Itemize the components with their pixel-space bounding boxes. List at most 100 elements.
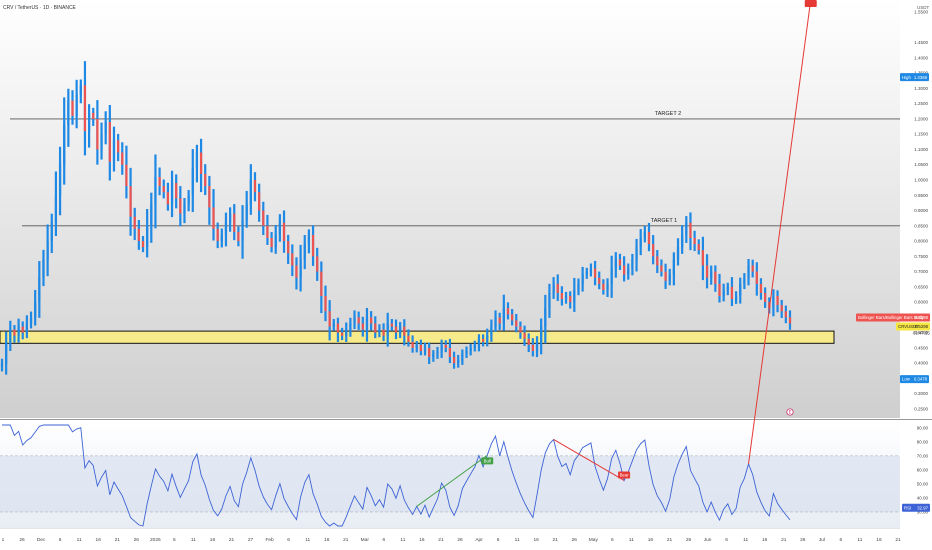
indicator-tag-bg xyxy=(856,313,930,322)
price-tick-label: 1.1500 xyxy=(914,132,928,137)
current-price-tag-value: 0.5298 xyxy=(915,324,929,329)
price-tick-label: 0.6500 xyxy=(914,284,928,289)
divergence-label: Bull xyxy=(484,458,491,463)
rsi-band xyxy=(0,455,900,512)
time-tick-label: 21 xyxy=(438,537,444,543)
target-levels-layer: TARGET 2 TARGET 1 xyxy=(10,111,900,227)
indicator-tag-label: Bollinger Bars/Bollinger Bars Body xyxy=(858,315,925,320)
time-tick-label: 6 xyxy=(59,537,62,543)
divergence-bull: Bull xyxy=(416,454,494,507)
time-tick-label: 6 xyxy=(725,537,728,543)
time-tick-label: 6 xyxy=(173,537,176,543)
time-tick-label: 6 xyxy=(383,537,386,543)
time-tick-label: Mar xyxy=(361,537,370,543)
time-tick-label: May xyxy=(589,537,599,543)
price-tick-label: 0.6000 xyxy=(914,300,928,305)
time-tick-label: Jun xyxy=(704,537,712,543)
time-tick-label: 21 xyxy=(115,537,121,543)
high-tag-value: 1.3368 xyxy=(914,75,928,80)
current-price-tag-label: CRVUSDT xyxy=(898,324,919,329)
rsi-tick-label: 60.00 xyxy=(917,467,929,472)
rsi-value-tag: RSI 32.97 xyxy=(902,503,930,512)
price-tick-label: 0.7000 xyxy=(914,269,928,274)
event-marker-circle xyxy=(786,408,794,416)
price-axis-background xyxy=(900,0,932,550)
high-tag-bg xyxy=(900,73,929,82)
high-tag-label: High xyxy=(902,75,911,80)
rsi-tick-label: 40.00 xyxy=(917,495,929,500)
price-tick-label: 0.8000 xyxy=(914,239,928,244)
time-tick-label: 21 xyxy=(229,537,235,543)
price-tick-label: 0.9000 xyxy=(914,208,928,213)
indicator-tag-value: 0.5298 xyxy=(915,315,929,320)
price-tick-label: 1.0000 xyxy=(914,178,928,183)
divergence-badge xyxy=(481,457,494,465)
rsi-tick-label: 80.00 xyxy=(917,439,929,444)
rsi-tick-label: 70.00 xyxy=(917,453,929,458)
time-tick-label: 16 xyxy=(210,537,216,543)
time-tick-label: 16 xyxy=(648,537,654,543)
time-tick-label: 21 xyxy=(343,537,349,543)
time-tick-label: 11 xyxy=(857,537,862,543)
rsi-value-tag-value: 32.97 xyxy=(917,505,928,510)
price-tick-label: 0.3000 xyxy=(914,391,928,396)
divergence-bear: Bear xyxy=(748,0,817,464)
bar-countdown: 02:47:25 xyxy=(913,331,930,336)
rsi-value-tag-label: RSI xyxy=(904,505,911,510)
low-tag-value: 0.3478 xyxy=(914,377,928,382)
time-tick-label: 26 xyxy=(457,537,463,543)
price-tick-label: 1.1000 xyxy=(914,147,928,152)
price-tick-label: 0.7500 xyxy=(914,254,928,259)
time-tick-label: 21 xyxy=(667,537,673,543)
time-tick-label: 11 xyxy=(515,537,520,543)
time-tick-label: Jul xyxy=(819,537,825,543)
chart-title: CRV / TetherUS · 1D · BINANCE xyxy=(3,5,77,11)
time-tick-label: 6 xyxy=(840,537,843,543)
price-tick-label: 1.0500 xyxy=(914,162,928,167)
currency-label: USDT xyxy=(917,5,930,10)
time-tick-label: 26 xyxy=(800,537,806,543)
time-tick-label: 16 xyxy=(876,537,882,543)
time-tick-label: 2025 xyxy=(150,537,161,543)
time-tick-label: 21 xyxy=(895,537,901,543)
time-tick-label: Apr xyxy=(475,537,483,543)
rsi-tick-label: 50.00 xyxy=(917,481,929,486)
time-tick-label: 6 xyxy=(287,537,290,543)
low-tag-bg xyxy=(900,375,929,384)
time-tick-label: 11 xyxy=(77,537,82,543)
time-tick-label: 11 xyxy=(400,537,405,543)
price-tick-label: 0.5000 xyxy=(914,330,928,335)
rsi-value-tag-bg xyxy=(902,503,930,512)
price-tick-label: 1.3000 xyxy=(914,86,928,91)
time-tick-label: 6 xyxy=(611,537,614,543)
high-tag: High 1.3368 xyxy=(900,73,929,82)
time-tick-label: 16 xyxy=(324,537,330,543)
rsi-line xyxy=(2,424,791,527)
price-tick-label: 1.3500 xyxy=(914,71,928,76)
divergence-label: Bear xyxy=(620,472,630,477)
price-tick-label: 1.2000 xyxy=(914,116,928,121)
divergence-badge xyxy=(618,471,631,479)
divergence-badge xyxy=(804,0,817,7)
divergence-line xyxy=(416,454,488,507)
time-tick-label: 27 xyxy=(248,537,254,543)
low-tag: Low 0.3478 xyxy=(900,375,929,384)
time-axis[interactable]: 1 26 Dec 6 11 16 21 26 2025 6 11 16 21 27 Feb 6 11 16 21 Ma… xyxy=(0,528,901,544)
time-tick-label: Feb xyxy=(265,537,274,543)
low-tag-label: Low xyxy=(902,377,911,382)
event-marker-label: E xyxy=(789,410,792,415)
rsi-pane: Bear Bull Bear 90.00 80.00 70.00 60.00 50.00 40.… xyxy=(0,0,932,527)
time-tick-label: 21 xyxy=(781,537,787,543)
time-tick-label: Dec xyxy=(37,537,46,543)
price-tick-label: 0.9500 xyxy=(914,193,928,198)
price-tick-label: 1.4500 xyxy=(914,40,928,45)
target-level-label: TARGET 2 xyxy=(655,111,681,117)
time-tick-label: 6 xyxy=(497,537,500,543)
time-tick-label: 11 xyxy=(743,537,748,543)
rsi-tick-label: 30.00 xyxy=(917,509,929,514)
price-tick-label: 0.2500 xyxy=(914,406,928,411)
time-tick-label: 16 xyxy=(762,537,768,543)
